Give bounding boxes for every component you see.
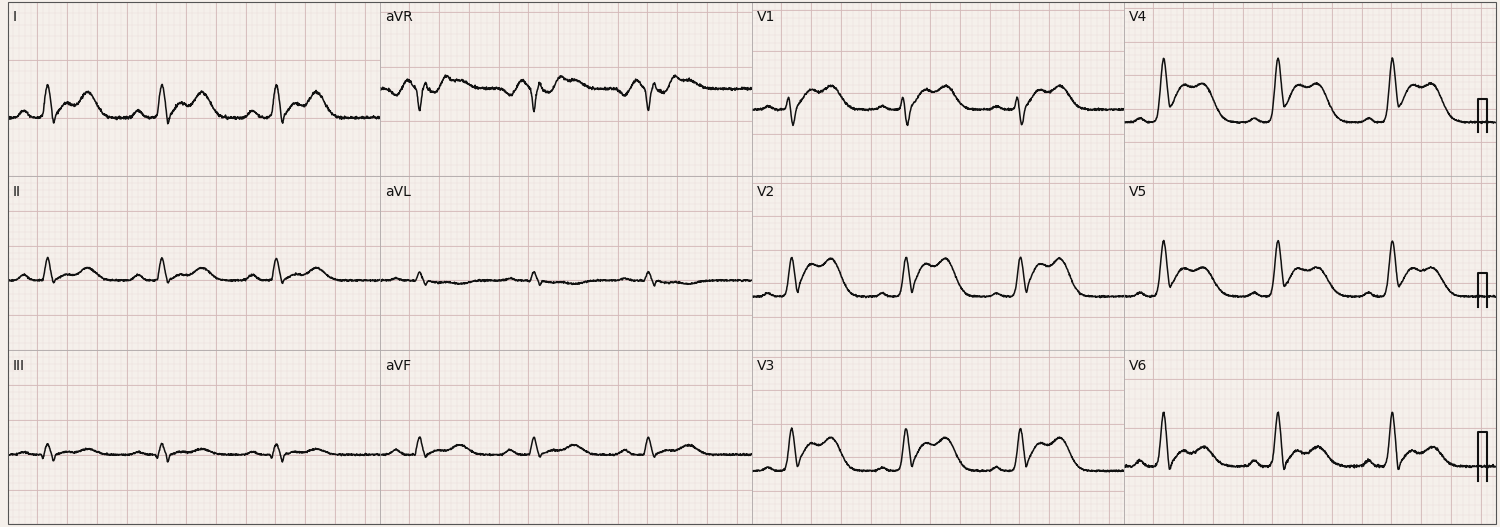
Text: I: I — [13, 11, 16, 24]
Text: V4: V4 — [1130, 11, 1148, 24]
Text: aVF: aVF — [386, 359, 411, 373]
Text: V1: V1 — [758, 11, 776, 24]
Text: V2: V2 — [758, 184, 776, 199]
Text: V3: V3 — [758, 359, 776, 373]
Text: aVR: aVR — [386, 11, 412, 24]
Text: V5: V5 — [1130, 184, 1148, 199]
Text: III: III — [13, 359, 26, 373]
Text: II: II — [13, 184, 21, 199]
Text: aVL: aVL — [386, 184, 411, 199]
Text: V6: V6 — [1130, 359, 1148, 373]
